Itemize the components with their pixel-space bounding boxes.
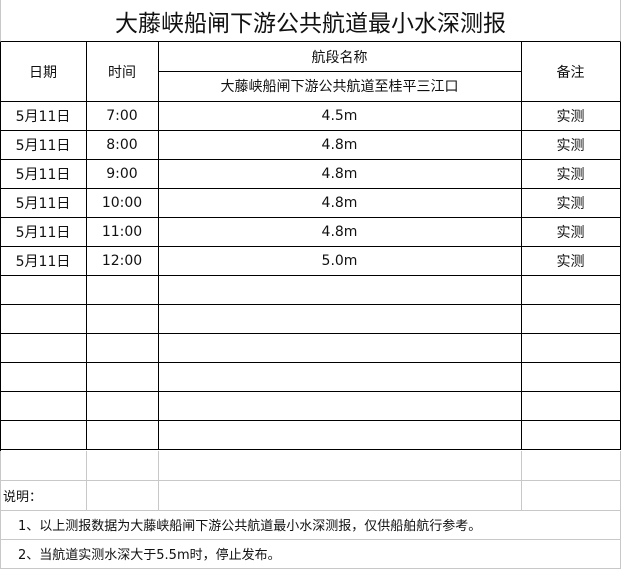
time-cell[interactable]: 7:00	[86, 101, 159, 131]
remark-cell[interactable]: 实测	[521, 188, 621, 218]
empty-cell[interactable]	[158, 420, 522, 450]
empty-cell[interactable]	[86, 275, 159, 305]
page-title: 大藤峡船闸下游公共航道最小水深测报	[0, 0, 621, 42]
empty-cell[interactable]	[0, 304, 87, 334]
date-cell[interactable]: 5月11日	[0, 101, 87, 131]
empty-cell[interactable]	[158, 480, 522, 511]
empty-cell[interactable]	[158, 362, 522, 392]
time-cell[interactable]: 9:00	[86, 159, 159, 189]
depth-cell[interactable]: 4.8m	[158, 217, 522, 247]
empty-cell[interactable]	[158, 333, 522, 363]
header-time[interactable]: 时间	[86, 42, 159, 102]
time-cell[interactable]: 12:00	[86, 246, 159, 276]
empty-cell[interactable]	[86, 391, 159, 421]
depth-cell[interactable]: 5.0m	[158, 246, 522, 276]
remark-cell[interactable]: 实测	[521, 217, 621, 247]
empty-cell[interactable]	[521, 420, 621, 450]
date-cell[interactable]: 5月11日	[0, 217, 87, 247]
empty-cell[interactable]	[521, 333, 621, 363]
time-cell[interactable]: 10:00	[86, 188, 159, 218]
note-item[interactable]: 2、当航道实测水深大于5.5m时，停止发布。	[0, 539, 621, 569]
empty-cell[interactable]	[0, 333, 87, 363]
date-cell[interactable]: 5月11日	[0, 246, 87, 276]
depth-cell[interactable]: 4.8m	[158, 130, 522, 160]
time-cell[interactable]: 11:00	[86, 217, 159, 247]
depth-cell[interactable]: 4.8m	[158, 188, 522, 218]
remark-cell[interactable]: 实测	[521, 159, 621, 189]
empty-cell[interactable]	[521, 451, 621, 481]
empty-cell[interactable]	[0, 451, 87, 481]
date-cell[interactable]: 5月11日	[0, 159, 87, 189]
empty-cell[interactable]	[521, 275, 621, 305]
empty-cell[interactable]	[86, 420, 159, 450]
empty-cell[interactable]	[86, 362, 159, 392]
empty-cell[interactable]	[521, 362, 621, 392]
empty-cell[interactable]	[158, 304, 522, 334]
empty-cell[interactable]	[158, 451, 522, 481]
empty-cell[interactable]	[521, 391, 621, 421]
time-cell[interactable]: 8:00	[86, 130, 159, 160]
empty-cell[interactable]	[158, 275, 522, 305]
empty-cell[interactable]	[86, 333, 159, 363]
notes-label[interactable]: 说明：	[0, 480, 87, 511]
empty-cell[interactable]	[0, 391, 87, 421]
empty-cell[interactable]	[521, 304, 621, 334]
remark-cell[interactable]: 实测	[521, 130, 621, 160]
depth-cell[interactable]: 4.5m	[158, 101, 522, 131]
remark-cell[interactable]: 实测	[521, 101, 621, 131]
date-cell[interactable]: 5月11日	[0, 130, 87, 160]
empty-cell[interactable]	[521, 480, 621, 511]
note-item[interactable]: 1、以上测报数据为大藤峡船闸下游公共航道最小水深测报，仅供船舶航行参考。	[0, 510, 621, 540]
empty-cell[interactable]	[0, 275, 87, 305]
date-cell[interactable]: 5月11日	[0, 188, 87, 218]
empty-cell[interactable]	[0, 362, 87, 392]
depth-cell[interactable]: 4.8m	[158, 159, 522, 189]
empty-cell[interactable]	[86, 480, 159, 511]
empty-cell[interactable]	[86, 304, 159, 334]
header-remark[interactable]: 备注	[521, 42, 621, 102]
empty-cell[interactable]	[86, 451, 159, 481]
header-section-label[interactable]: 航段名称	[158, 42, 522, 72]
header-section-name[interactable]: 大藤峡船闸下游公共航道至桂平三江口	[158, 71, 522, 102]
remark-cell[interactable]: 实测	[521, 246, 621, 276]
empty-cell[interactable]	[0, 420, 87, 450]
empty-cell[interactable]	[158, 391, 522, 421]
header-date[interactable]: 日期	[0, 42, 87, 102]
